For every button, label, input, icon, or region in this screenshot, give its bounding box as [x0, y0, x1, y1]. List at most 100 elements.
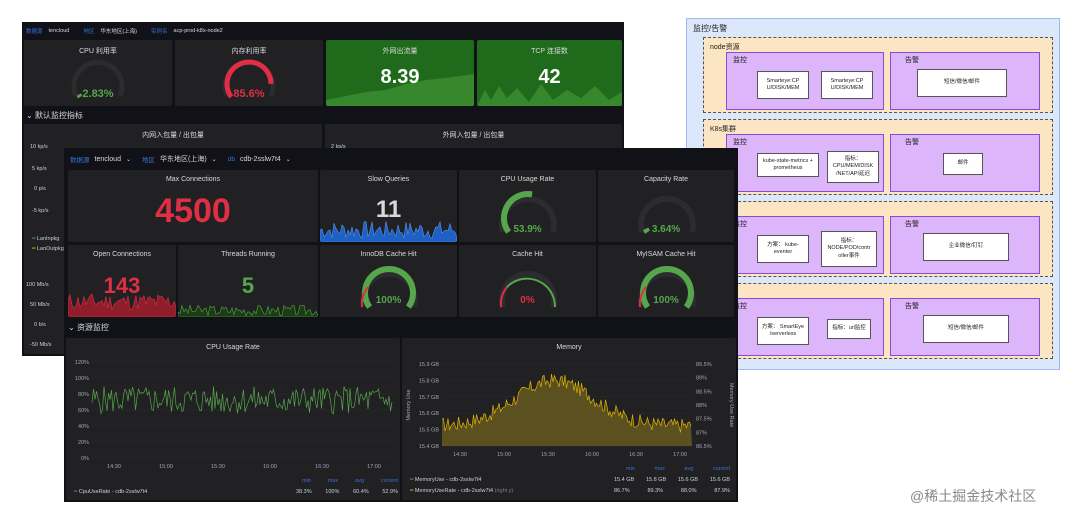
panel-slow-queries[interactable]: Slow Queries 11: [320, 170, 457, 242]
panel-cpu-usage[interactable]: CPU Usage Rate 53.9%: [459, 170, 596, 242]
panel-value: 2.83%: [82, 88, 114, 100]
stat-header[interactable]: max: [327, 478, 339, 484]
group-label: K8s集群: [710, 126, 737, 133]
stat-header[interactable]: avg: [355, 478, 364, 484]
sparkline: [68, 293, 176, 317]
stat-header[interactable]: current: [712, 466, 730, 472]
panel-max-connections[interactable]: Max Connections 4500: [68, 170, 318, 242]
group-k8s: K8s集群 监控 kube-state-metrics + prometheus…: [703, 119, 1053, 195]
panel-value: 4500: [155, 192, 231, 230]
gauge: [222, 59, 276, 99]
legend-headers: min max avg current: [626, 466, 730, 472]
axis-label: 10 kp/s: [30, 144, 48, 150]
y-tick-label: 15.4 GB: [419, 444, 440, 450]
x-tick-label: 16:30: [629, 452, 643, 458]
panel-capacity[interactable]: Capacity Rate 3.64%: [598, 170, 734, 242]
panel-cache-hit[interactable]: Cache Hit 0%: [459, 245, 596, 317]
stat-header[interactable]: current: [380, 478, 398, 484]
monitor-box: 监控 方案： kube-eventer 指标： NODE/POD/contr o…: [726, 216, 884, 274]
monitor-box: 监控 Smarteye:CP U/DISK/MEM Smarteye:CP U/…: [726, 52, 884, 110]
panel-mem-util[interactable]: 内存利用率 85.6%: [175, 40, 323, 106]
panel-tcp[interactable]: TCP 连接数 42: [477, 40, 622, 106]
row-header[interactable]: ⌄ 默认监控指标: [26, 111, 83, 120]
diagram-item: 指标： CPU/MEM/DISK /NET/API延迟: [827, 151, 879, 183]
diagram-item: 指标： NODE/POD/contr oller事件: [821, 231, 877, 267]
row-header[interactable]: ⌄ 资源监控: [68, 323, 109, 332]
var-label: 地区: [83, 29, 95, 35]
diagram-item: Smarteye:CP U/DISK/MEM: [757, 71, 809, 99]
legend-suffix: (right y): [494, 488, 514, 494]
panel-innodb-cache[interactable]: InnoDB Cache Hit 100%: [320, 245, 457, 317]
panel-title: Cache Hit: [512, 251, 543, 258]
gauge: [638, 195, 696, 234]
monitor-label: 监控: [733, 221, 747, 228]
diagram-item: 短信/微信/邮件: [917, 69, 1007, 97]
var-select[interactable]: tencloud: [48, 28, 70, 34]
gauge: [71, 59, 125, 99]
stat-value: 15.4 GB: [614, 477, 635, 483]
legend-label: LanOutpkg: [36, 246, 64, 252]
panel-title: InnoDB Cache Hit: [360, 251, 417, 258]
legend-item[interactable]: ━ MemoryUseRate - cdb-2sslw7t4 (right y): [410, 488, 514, 494]
legend-label: MemoryUseRate - cdb-2sslw7t4: [414, 488, 494, 494]
y2-tick-label: 89%: [696, 376, 707, 382]
alert-label: 告警: [905, 303, 919, 310]
var-select[interactable]: 华东地区(上海): [100, 29, 137, 35]
monitoring-diagram: 监控/告警 node资源 监控 Smarteye:CP U/DISK/MEM S…: [686, 18, 1060, 370]
panel-threads-running[interactable]: Threads Running 5: [178, 245, 318, 317]
var-select[interactable]: acp-prod-k8s-node2: [173, 28, 223, 34]
panel-value: 42: [538, 66, 561, 88]
x-tick-label: 15:00: [159, 464, 173, 470]
panel-cpu-chart[interactable]: CPU Usage Rate 120% 100% 80% 60% 40% 20% 0% 14:…: [66, 338, 400, 500]
y-tick-label: 80%: [78, 392, 89, 398]
y2-tick-label: 88.5%: [696, 389, 712, 395]
panel-title: 外网出流量: [382, 48, 418, 55]
diagram-item: 短信/微信/邮件: [923, 315, 1009, 343]
panel-title: CPU Usage Rate: [206, 344, 260, 351]
panel-myisam-cache[interactable]: MyISAM Cache Hit 100%: [598, 245, 734, 317]
y-tick-label: 0%: [81, 456, 89, 462]
diagram-item: 企业微信/钉钉: [923, 233, 1009, 261]
var-select[interactable]: cdb-2sslw7t4: [239, 155, 281, 163]
alert-box: 告警 短信/微信/邮件: [890, 298, 1040, 356]
panel-title: 外网入包量 / 出包量: [442, 132, 505, 139]
row-title: 资源监控: [76, 323, 109, 332]
legend-item[interactable]: ━ LanOutpkg: [32, 246, 64, 252]
var-select[interactable]: 华东地区(上海): [160, 156, 207, 163]
legend-item[interactable]: ━ CpuUseRate - cdb-2sslw7t4: [74, 489, 148, 495]
legend-item[interactable]: ━ MemoryUse - cdb-2sslw7t4: [410, 477, 482, 483]
var-select[interactable]: tencloud: [94, 155, 121, 163]
diagram-item: 方案： kube-eventer: [757, 235, 809, 263]
stat-header[interactable]: min: [302, 478, 311, 484]
panel-title: MyISAM Cache Hit: [636, 251, 696, 258]
group-node: node资源 监控 Smarteye:CP U/DISK/MEM Smartey…: [703, 37, 1053, 113]
gauge: [638, 266, 696, 309]
y-tick-label: 120%: [75, 360, 89, 366]
monitor-box: 监控 方案： SmartEye /serverless 指标：url监控: [726, 298, 884, 356]
stat-header[interactable]: avg: [684, 466, 694, 472]
alert-label: 告警: [905, 139, 919, 146]
legend-item[interactable]: ━ LanInpkg: [32, 236, 60, 242]
axis-label: -5 kp/s: [32, 208, 49, 214]
var-label: 实例名: [151, 29, 168, 35]
panel-value: 0%: [520, 295, 535, 306]
panel-title: CPU 利用率: [79, 48, 117, 55]
panel-title: Capacity Rate: [644, 176, 688, 183]
y-tick-label: 40%: [78, 424, 89, 430]
sparkline: [477, 84, 622, 106]
panel-cpu-util[interactable]: CPU 利用率 2.83%: [24, 40, 172, 106]
stat-value: 86.7%: [614, 488, 630, 494]
stat-header[interactable]: max: [654, 466, 665, 472]
panel-open-connections[interactable]: Open Connections 143: [68, 245, 176, 317]
panel-memory-chart[interactable]: Memory 15.9 GB 15.8 GB 15.7 GB 15.6 GB 15.5 …: [402, 338, 736, 500]
diagram-item: 方案： SmartEye /serverless: [757, 317, 809, 345]
stat-value: 87.9%: [714, 488, 730, 494]
watermark: @稀土掘金技术社区: [910, 488, 1037, 504]
panel-title: TCP 连接数: [531, 48, 568, 55]
panel-value: 100%: [653, 295, 679, 306]
stat-header[interactable]: min: [626, 466, 635, 472]
stat-value: 15.8 GB: [645, 477, 667, 483]
diagram-item: Smarteye:CP U/DISK/MEM: [821, 71, 873, 99]
x-tick-label: 17:00: [673, 452, 687, 458]
panel-net-out[interactable]: 外网出流量 8.39: [326, 40, 474, 106]
